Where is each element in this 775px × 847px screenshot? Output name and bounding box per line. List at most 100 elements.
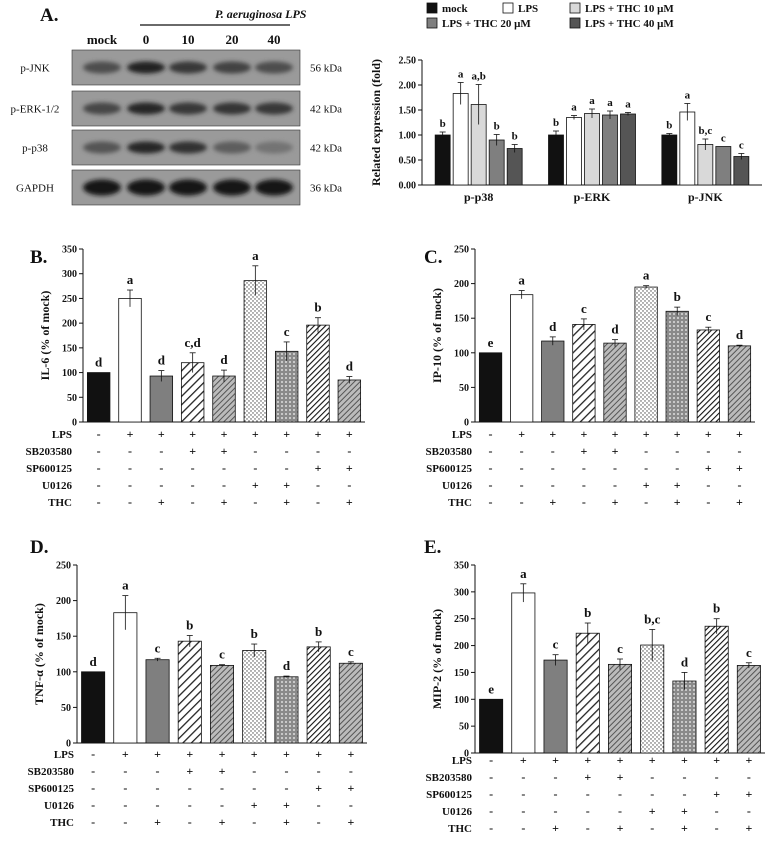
condition-sign: - [747,804,751,818]
condition-sign: - [191,495,195,509]
condition-sign: + [219,764,226,778]
condition-sign: - [613,478,617,492]
y-tick-label: 250 [454,245,469,256]
y-tick-label: 100 [56,667,71,678]
x-category-label: p-ERK [574,190,611,204]
condition-sign: + [552,753,559,767]
chart-c-ip10: 0 50 100 150 200 250 IP-10 (% of mock) e a d c d a b c… [426,245,755,509]
condition-sign: + [549,427,556,441]
condition-sign: - [586,821,590,835]
condition-sign: + [251,798,258,812]
significance-letter: a,b [471,71,485,83]
condition-sign: - [97,478,101,492]
legend-swatch [502,2,514,14]
condition-sign: - [159,461,163,475]
condition-sign: - [675,461,679,475]
condition-sign: + [736,495,743,509]
condition-sign: - [123,798,127,812]
condition-sign: + [221,444,228,458]
condition-sign: + [189,427,196,441]
chart-e-mip2: 0 50 100 150 200 250 300 350 MIP-2 (% of mock) e a… [426,561,765,835]
condition-sign: + [346,461,353,475]
condition-sign: - [675,444,679,458]
blot-band [255,141,293,154]
condition-sign: + [649,804,656,818]
significance-letter: d [283,658,291,673]
y-axis-label: TNF-α (% of mock) [32,603,46,705]
condition-sign: + [518,427,525,441]
condition-sign: - [521,787,525,801]
condition-sign: + [713,753,720,767]
condition-sign: - [191,461,195,475]
condition-sign: + [219,815,226,829]
y-tick-label: 50 [459,722,469,733]
condition-sign: - [520,461,524,475]
panel-letter-d: D. [30,537,48,558]
condition-label-thc: THC [48,497,72,509]
bar-9 [727,345,752,423]
condition-sign: + [584,770,591,784]
chart-b-il6: 0 50 100 150 200 250 300 350 IL-6 (% of mock) d a d… [26,245,365,509]
condition-sign: + [186,764,193,778]
blot-band [83,179,121,196]
condition-sign: - [650,821,654,835]
condition-sign: + [347,747,354,761]
significance-letter: a [458,69,464,81]
blot-lane-label: 20 [226,32,239,47]
condition-sign: - [317,815,321,829]
condition-sign: - [222,461,226,475]
condition-sign: + [617,770,624,784]
condition-sign: - [650,787,654,801]
condition-sign: + [745,821,752,835]
bar-9 [736,665,761,754]
blot-band [83,102,121,115]
y-tick-label: 250 [56,561,71,572]
bar-7 [672,680,697,754]
condition-sign: + [713,787,720,801]
bar-3 [541,340,565,423]
condition-sign: - [706,444,710,458]
significance-letter: a [252,248,259,263]
condition-sign: - [521,770,525,784]
y-tick-label: 250 [62,294,77,305]
significance-letter: b [186,617,193,632]
bar-1 [479,698,504,754]
legend-swatch [569,17,581,29]
y-tick-label: 0.50 [399,156,417,167]
condition-sign: + [643,478,650,492]
significance-letter: c [553,637,559,652]
condition-label-sp600125: SP600125 [26,463,72,475]
significance-letter: d [95,355,103,370]
blot-band [213,141,251,154]
condition-sign: - [123,781,127,795]
panel-letter-a: A. [40,5,58,26]
bar-6 [243,280,268,423]
condition-sign: - [316,495,320,509]
condition-table: LPS - + + + + + + + + SB203580 - - - + + - - - - SP600125 - - -… [26,427,353,509]
condition-sign: - [91,781,95,795]
condition-table: LPS - + + + + + + + + SB203580 - - - + + - - - - SP600125 - - -… [28,747,355,829]
y-axis-label: MIP-2 (% of mock) [430,609,444,709]
condition-sign: + [158,427,165,441]
condition-sign: - [284,781,288,795]
significance-letter: b,c [644,611,660,626]
y-tick-label: 200 [56,596,71,607]
condition-sign: - [706,495,710,509]
condition-sign: + [315,427,322,441]
condition-sign: + [674,495,681,509]
condition-sign: + [283,478,290,492]
condition-sign: - [220,781,224,795]
y-axis-label: Related expression (fold) [369,59,383,186]
blot-band [83,141,121,154]
condition-sign: - [644,444,648,458]
condition-sign: - [521,821,525,835]
condition-sign: - [613,461,617,475]
significance-letter: d [346,359,354,374]
bar-3 [543,659,568,754]
condition-sign: + [154,747,161,761]
condition-sign: + [283,747,290,761]
condition-sign: - [191,478,195,492]
y-tick-label: 0.00 [399,181,417,192]
blot-band [169,102,207,115]
